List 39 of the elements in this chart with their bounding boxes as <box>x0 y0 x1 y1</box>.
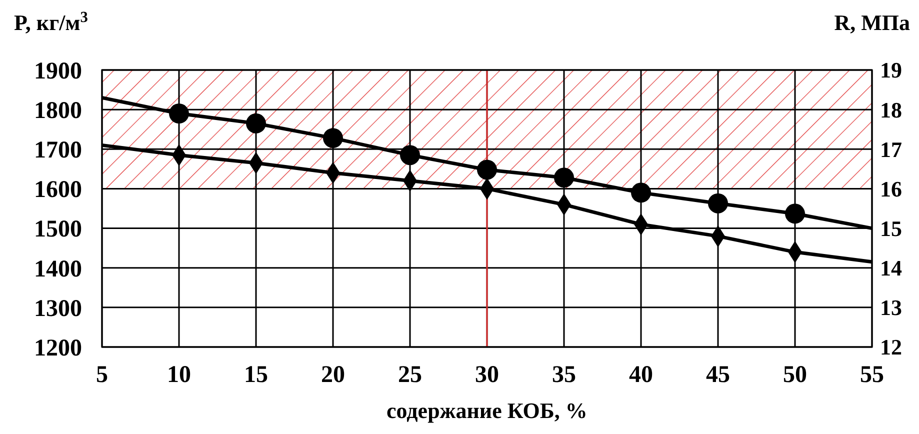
y2-tick-label: 18 <box>880 97 902 122</box>
y-tick-label: 1700 <box>34 138 82 164</box>
y2-tick-label: 17 <box>880 136 902 162</box>
x-tick-label: 55 <box>860 362 884 388</box>
x-tick-label: 30 <box>475 362 499 388</box>
y2-tick-label: 19 <box>880 58 902 83</box>
y-tick-label: 1500 <box>34 216 82 243</box>
point <box>477 160 497 180</box>
y-tick-label: 1900 <box>34 58 82 84</box>
point <box>323 128 343 148</box>
point <box>631 182 651 203</box>
x-axis-title: содержание КОБ, % <box>386 398 588 423</box>
x-tick-label: 40 <box>629 362 653 388</box>
y2-tick-label: 12 <box>880 334 902 360</box>
point <box>169 104 189 124</box>
x-tick-label: 10 <box>167 362 191 388</box>
x-tick-label: 20 <box>321 362 345 388</box>
y-axis-title: P, кг/м$^{3}$ <box>14 8 88 35</box>
x-tick-label: 25 <box>398 362 422 388</box>
y-tick-label: 1400 <box>34 256 82 282</box>
point <box>400 145 420 166</box>
point <box>708 193 728 214</box>
point <box>246 113 266 134</box>
y2-tick-label: 16 <box>880 176 902 202</box>
y2-tick-label: 14 <box>880 256 902 281</box>
x-tick-label: 35 <box>552 362 576 388</box>
y2-tick-label: 15 <box>880 216 902 241</box>
x-tick-label: 5 <box>96 362 108 388</box>
point <box>554 168 574 188</box>
y2-tick-label: 13 <box>880 295 902 320</box>
x-tick-label: 45 <box>706 362 730 388</box>
y-tick-label: 1800 <box>34 98 82 124</box>
y2-axis-title: R, МПа <box>834 10 910 35</box>
x-tick-label: 50 <box>783 362 807 388</box>
y-tick-label: 1200 <box>34 335 82 362</box>
y-tick-label: 1600 <box>34 177 82 204</box>
x-tick-label: 15 <box>244 362 268 388</box>
y-tick-label: 1300 <box>34 296 82 322</box>
point <box>785 204 805 224</box>
